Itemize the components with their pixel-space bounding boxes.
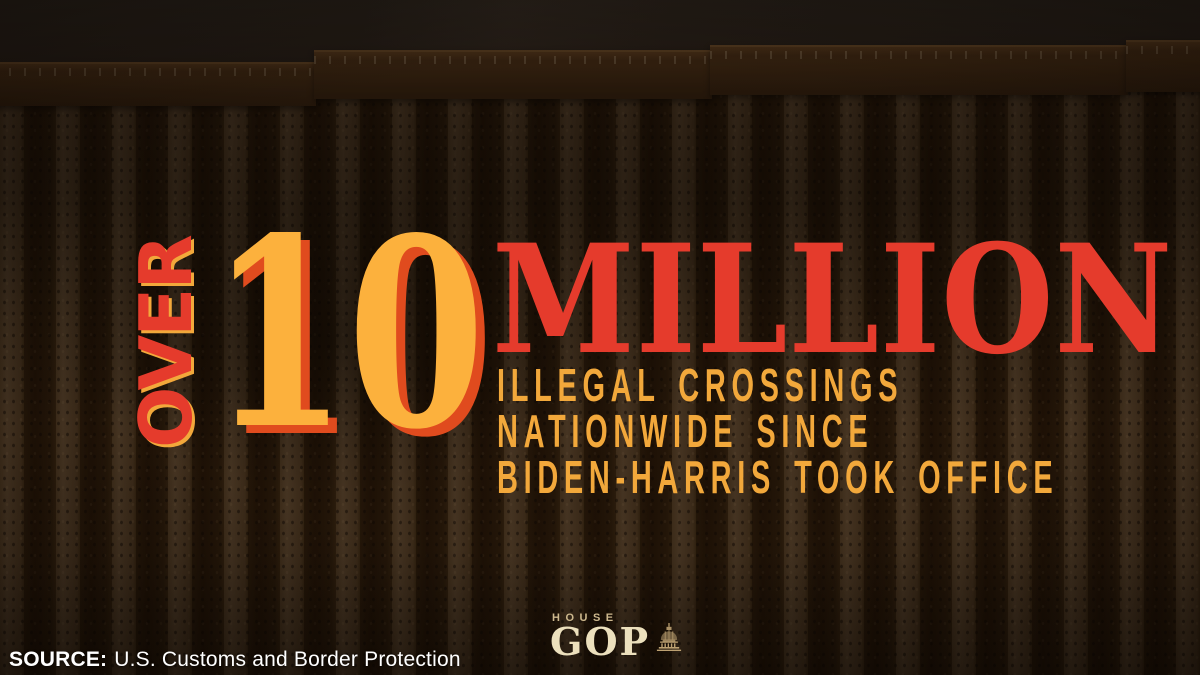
headline-over: OVER (124, 236, 208, 448)
headline-subtitle-line: ILLEGAL CROSSINGS (497, 359, 904, 411)
headline-number: 10 (210, 182, 485, 487)
source-attribution: SOURCE: U.S. Customs and Border Protectio… (9, 648, 461, 672)
headline-subtitle-line: NATIONWIDE SINCE (497, 405, 874, 457)
headline-subtitle-line: BIDEN-HARRIS TOOK OFFICE (497, 451, 1059, 503)
house-gop-logo: HOUSE GOP (550, 612, 684, 664)
source-label: SOURCE: (9, 648, 108, 671)
headline-million: MILLION (492, 212, 1174, 388)
logo-house-label: HOUSE (552, 612, 619, 624)
logo-gop-label: GOP (550, 619, 651, 664)
house-gop-wordmark: HOUSE GOP (550, 612, 651, 664)
source-text: U.S. Customs and Border Protection (114, 648, 461, 671)
capitol-dome-icon (654, 622, 684, 656)
